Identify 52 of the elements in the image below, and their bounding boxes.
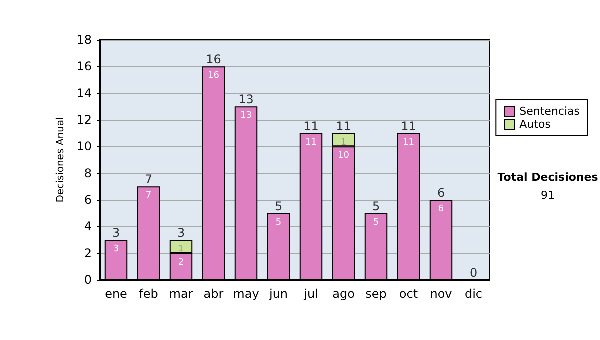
total-label: 16 <box>206 52 222 67</box>
total-label: 11 <box>336 119 352 134</box>
x-tick-label: jun <box>268 287 288 301</box>
x-tick-label: ene <box>105 287 128 301</box>
data-label: 16 <box>208 71 220 82</box>
x-tick-label: dic <box>464 287 483 301</box>
total-label: 6 <box>437 186 446 200</box>
total-label: 5 <box>274 199 283 214</box>
data-label: 5 <box>373 218 380 228</box>
text: 91 <box>541 189 555 202</box>
data-label: 11 <box>306 138 317 148</box>
y-tick-label: 10 <box>76 140 92 154</box>
y-tick-label: 8 <box>84 166 92 180</box>
total-label: 11 <box>304 119 319 134</box>
x-tick-label: nov <box>430 287 452 301</box>
x-tick-label: abr <box>204 287 224 301</box>
data-label: 1 <box>178 244 184 254</box>
data-label: 10 <box>338 151 350 162</box>
y-tick-label: 4 <box>84 220 92 234</box>
x-tick-label: ago <box>332 287 355 301</box>
text: Total Decisiones <box>498 171 599 184</box>
y-axis-title: Decisiones Anual <box>55 117 66 203</box>
total-label: 11 <box>401 119 416 134</box>
data-label: 2 <box>178 258 184 268</box>
data-label: 7 <box>146 191 152 202</box>
y-tick-label: 2 <box>84 246 92 260</box>
total-label: 5 <box>372 199 380 214</box>
x-tick-label: mar <box>169 287 194 301</box>
legend-label: Sentencias <box>520 105 580 118</box>
data-label: 1 <box>340 138 347 148</box>
y-tick-label: 14 <box>76 86 92 100</box>
x-tick-label: sep <box>366 287 387 301</box>
x-tick-label: jul <box>303 287 318 301</box>
total-label: 0 <box>470 266 478 280</box>
data-label: 5 <box>276 218 282 228</box>
total-label: 7 <box>144 172 153 187</box>
data-label: 11 <box>403 138 414 148</box>
x-tick-label: oct <box>399 287 418 301</box>
total-label: 3 <box>177 226 186 240</box>
total-label: 3 <box>112 226 120 240</box>
total-label: 13 <box>238 92 254 107</box>
y-tick-label: 6 <box>84 193 92 207</box>
y-tick-label: 12 <box>76 113 92 127</box>
y-tick-label: 0 <box>84 273 92 287</box>
data-label: 3 <box>113 244 120 254</box>
legend-label: Autos <box>520 118 552 131</box>
x-tick-label: may <box>233 287 260 301</box>
data-label: 13 <box>240 111 252 122</box>
data-label: 6 <box>438 204 444 214</box>
y-tick-label: 18 <box>76 33 92 47</box>
x-tick-label: feb <box>139 287 158 301</box>
y-tick-label: 16 <box>76 60 92 74</box>
